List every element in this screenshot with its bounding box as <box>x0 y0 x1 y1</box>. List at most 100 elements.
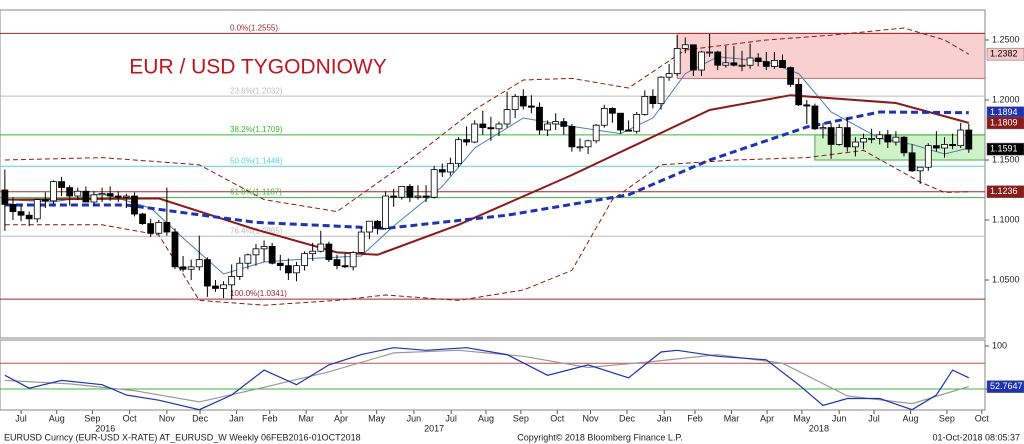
candle-body <box>916 166 924 172</box>
candle-body <box>438 169 446 173</box>
candle-body <box>406 186 414 198</box>
x-tick-label: Jul <box>868 413 880 423</box>
candle-body <box>552 121 560 125</box>
candle-body <box>114 195 122 198</box>
candle-body <box>762 61 770 67</box>
candle-body <box>365 220 373 233</box>
x-tick-label: Jul <box>445 413 457 423</box>
candle-body <box>819 127 827 130</box>
candle-body <box>860 138 867 143</box>
indicator-line <box>4 110 969 230</box>
price-label-box <box>986 116 1024 130</box>
candle-body <box>495 123 503 130</box>
candle-body <box>260 246 268 250</box>
candle-body <box>276 262 284 267</box>
candle-body <box>341 265 349 268</box>
indicator-line <box>4 56 969 275</box>
y-tick-label: 1.1000 <box>992 214 1020 224</box>
candle-body <box>414 195 422 198</box>
level-label: 100.0%(1.0341) <box>230 289 287 298</box>
candle-body <box>576 146 584 149</box>
candle-body <box>673 48 681 75</box>
candle-body <box>325 243 333 261</box>
year-label: 2018 <box>809 423 829 433</box>
candle-body <box>584 140 592 148</box>
candle-body <box>527 105 535 108</box>
candle-body <box>374 220 381 229</box>
candle-body <box>754 57 762 63</box>
candle-body <box>803 104 811 107</box>
candle-body <box>228 276 236 286</box>
panel-frame <box>0 339 986 411</box>
candle-body <box>9 204 17 213</box>
x-tick-label: Oct <box>550 413 565 423</box>
candle-body <box>633 114 641 132</box>
candle-body <box>608 108 616 114</box>
candle-body <box>187 266 195 270</box>
candle-body <box>641 96 649 115</box>
indicator-line <box>4 149 969 306</box>
candle-body <box>900 136 908 154</box>
candle-body <box>600 108 608 126</box>
candle-body <box>511 96 519 111</box>
price-label: 1.1591 <box>990 143 1018 153</box>
x-tick-label: Jan <box>657 413 672 423</box>
candle-body <box>301 253 308 267</box>
price-label: 52.7647 <box>990 381 1023 391</box>
candle-body <box>770 60 778 67</box>
candle-body <box>503 109 511 125</box>
y-tick-label: 1.2000 <box>992 94 1020 104</box>
x-tick-label: Mar <box>724 413 740 423</box>
x-tick-label: Nov <box>159 413 176 423</box>
candle-body <box>58 181 65 189</box>
candle-body <box>90 194 98 203</box>
x-tick-label: May <box>368 413 386 423</box>
candle-body <box>487 127 495 130</box>
candle-body <box>122 195 130 198</box>
candle-body <box>698 51 705 71</box>
candle-body <box>25 214 33 220</box>
candle-body <box>876 134 884 139</box>
candle-body <box>390 195 398 198</box>
x-tick-label: Oct <box>975 413 990 423</box>
candle-body <box>592 124 600 142</box>
candle-body <box>357 231 365 253</box>
candle-body <box>519 96 527 107</box>
candle-body <box>851 141 859 148</box>
candle-body <box>706 51 713 54</box>
year-label: 2016 <box>95 423 115 433</box>
x-tick-label: Apr <box>334 413 348 423</box>
candle-body <box>284 265 292 274</box>
candle-body <box>179 266 187 270</box>
candle-body <box>317 243 325 252</box>
candle-body <box>163 222 171 233</box>
candle-body <box>203 259 211 287</box>
x-tick-label: Aug <box>49 413 65 423</box>
x-tick-label: Mar <box>298 413 314 423</box>
candle-body <box>66 187 74 197</box>
candle-body <box>33 199 41 220</box>
candle-body <box>625 129 632 132</box>
x-tick-label: Dec <box>619 413 636 423</box>
candle-body <box>892 136 900 143</box>
chart-title: EUR / USD TYGODNIOWY <box>129 56 386 79</box>
candle-body <box>665 73 673 78</box>
zone <box>676 32 986 79</box>
level-label: 61.8%(1.1187) <box>230 188 282 197</box>
x-tick-label: Apr <box>760 413 774 423</box>
footer-left: EURUSD Curncy (EUR-USD X-RATE) AT_EURUSD… <box>4 432 361 442</box>
level-label: 50.0%(1.1448) <box>230 156 283 165</box>
candle-body <box>382 195 389 229</box>
candle-body <box>349 252 357 268</box>
candle-body <box>244 254 252 264</box>
candle-body <box>398 186 406 198</box>
candle-body <box>787 67 794 85</box>
x-tick-label: Oct <box>123 413 138 423</box>
indicator-line <box>4 27 970 213</box>
indicator-line <box>4 94 970 256</box>
candle-body <box>471 123 479 143</box>
candle-body <box>220 284 227 289</box>
price-label: 1.2382 <box>990 49 1018 59</box>
candle-body <box>171 231 179 268</box>
y-tick-label: 1.2500 <box>992 34 1020 44</box>
